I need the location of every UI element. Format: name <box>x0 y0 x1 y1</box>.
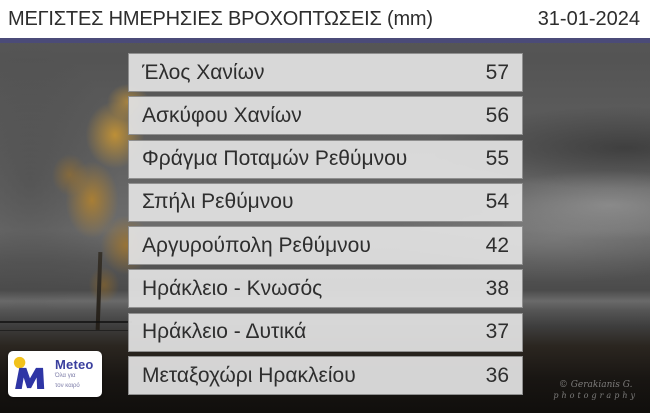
header-divider <box>0 38 650 43</box>
rainfall-value: 36 <box>485 363 509 387</box>
rainfall-value: 38 <box>485 276 509 300</box>
station-name: Ηράκλειο - Κνωσός <box>142 276 323 300</box>
rainfall-value: 42 <box>485 233 509 257</box>
table-row: Μεταξοχώρι Ηρακλείου 36 <box>128 356 523 396</box>
page-title: ΜΕΓΙΣΤΕΣ ΗΜΕΡΗΣΙΕΣ ΒΡΟΧΟΠΤΩΣΕΙΣ (mm) <box>8 7 433 30</box>
table-row: Ηράκλειο - Κνωσός 38 <box>128 269 523 309</box>
table-row: Ηράκλειο - Δυτικά 37 <box>128 312 523 352</box>
rainfall-table: Έλος Χανίων 57 Ασκύφου Χανίων 56 Φράγμα … <box>128 53 523 396</box>
station-name: Ασκύφου Χανίων <box>142 103 302 127</box>
station-name: Σπήλι Ρεθύμνου <box>142 190 294 214</box>
meteo-brand-name: Meteo <box>55 357 94 372</box>
lakeside-railing-lower <box>0 330 132 331</box>
table-row: Αργυρούπολη Ρεθύμνου 42 <box>128 226 523 266</box>
rainfall-value: 56 <box>485 103 509 127</box>
station-name: Έλος Χανίων <box>142 60 265 84</box>
meteo-logo-text: Meteo Όλα για τον καιρό <box>55 358 94 390</box>
watermark-credit: © Gerakianis G. <box>558 380 633 390</box>
rainfall-value: 37 <box>485 320 509 344</box>
rainfall-value: 55 <box>485 147 509 171</box>
header-bar: ΜΕΓΙΣΤΕΣ ΗΜΕΡΗΣΙΕΣ ΒΡΟΧΟΠΤΩΣΕΙΣ (mm) 31-… <box>0 0 650 38</box>
photographer-watermark: © Gerakianis G. photography <box>553 380 638 400</box>
meteo-tagline-line2: τον καιρό <box>55 382 80 389</box>
report-date: 31-01-2024 <box>537 7 640 30</box>
table-row: Έλος Χανίων 57 <box>128 53 523 92</box>
station-name: Φράγμα Ποταμών Ρεθύμνου <box>142 147 408 171</box>
table-row: Σπήλι Ρεθύμνου 54 <box>128 182 523 222</box>
rainfall-value: 54 <box>485 190 509 214</box>
station-name: Αργυρούπολη Ρεθύμνου <box>142 233 371 257</box>
meteo-m-icon <box>13 356 45 389</box>
meteo-logo: Meteo Όλα για τον καιρό <box>8 351 102 397</box>
rainfall-value: 57 <box>485 60 509 84</box>
station-name: Μεταξοχώρι Ηρακλείου <box>142 363 356 387</box>
table-row: Φράγμα Ποταμών Ρεθύμνου 55 <box>128 139 523 179</box>
watermark-subtitle: photography <box>553 391 638 400</box>
meteo-logo-dot-icon <box>13 356 26 369</box>
station-name: Ηράκλειο - Δυτικά <box>142 320 307 344</box>
table-row: Ασκύφου Χανίων 56 <box>128 96 523 136</box>
meteo-tagline-line1: Όλα για <box>55 373 76 379</box>
lakeside-railing <box>0 321 132 323</box>
tree-trunk <box>95 251 103 331</box>
